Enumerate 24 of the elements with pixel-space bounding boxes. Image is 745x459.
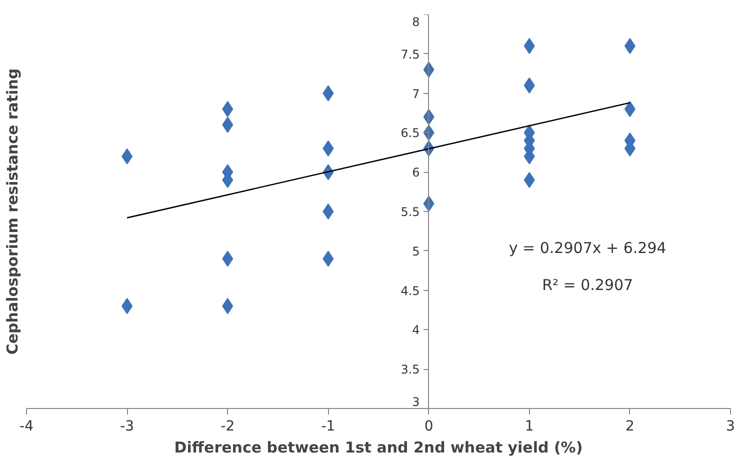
y-tick-label: 7.5: [400, 47, 420, 62]
y-tick-label: 8: [412, 15, 420, 29]
y-tick-label: 3.5: [400, 362, 420, 377]
x-tick-label: -1: [321, 418, 336, 434]
point: [322, 204, 334, 220]
x-tick-label: -2: [220, 418, 235, 434]
x-axis-title: Difference between 1st and 2nd wheat yield (%): [174, 438, 583, 456]
x-tick-label: 3: [726, 418, 735, 434]
y-axis-title: Cephalosporium resistance rating: [4, 68, 22, 355]
y-tick-label: 3: [412, 395, 420, 409]
x-tick-label: 1: [524, 418, 534, 434]
y-tick-label: 4: [412, 323, 420, 338]
y-tick-label: 7: [412, 86, 420, 101]
y-tick-label: 5: [412, 244, 420, 258]
x-tick-label: -4: [20, 418, 34, 434]
x-tick-label: 2: [625, 418, 634, 434]
x-tick-label: 0: [424, 418, 434, 434]
x-tick-label: -3: [120, 418, 134, 434]
y-tick-label: 5.5: [400, 205, 420, 219]
annotation: R² = 0.2907: [542, 276, 634, 294]
y-tick-label: 6.5: [400, 126, 420, 140]
y-tick-label: 6: [412, 166, 420, 180]
y-tick-label: 4.5: [400, 284, 420, 298]
annotation: y = 0.2907x + 6.294: [508, 238, 666, 257]
